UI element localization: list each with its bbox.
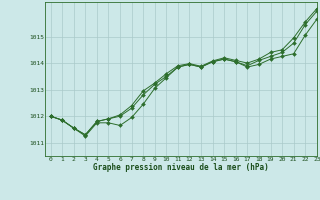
X-axis label: Graphe pression niveau de la mer (hPa): Graphe pression niveau de la mer (hPa) — [93, 163, 269, 172]
